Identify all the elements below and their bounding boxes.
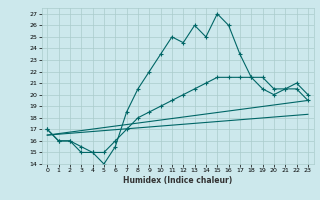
X-axis label: Humidex (Indice chaleur): Humidex (Indice chaleur) bbox=[123, 176, 232, 185]
